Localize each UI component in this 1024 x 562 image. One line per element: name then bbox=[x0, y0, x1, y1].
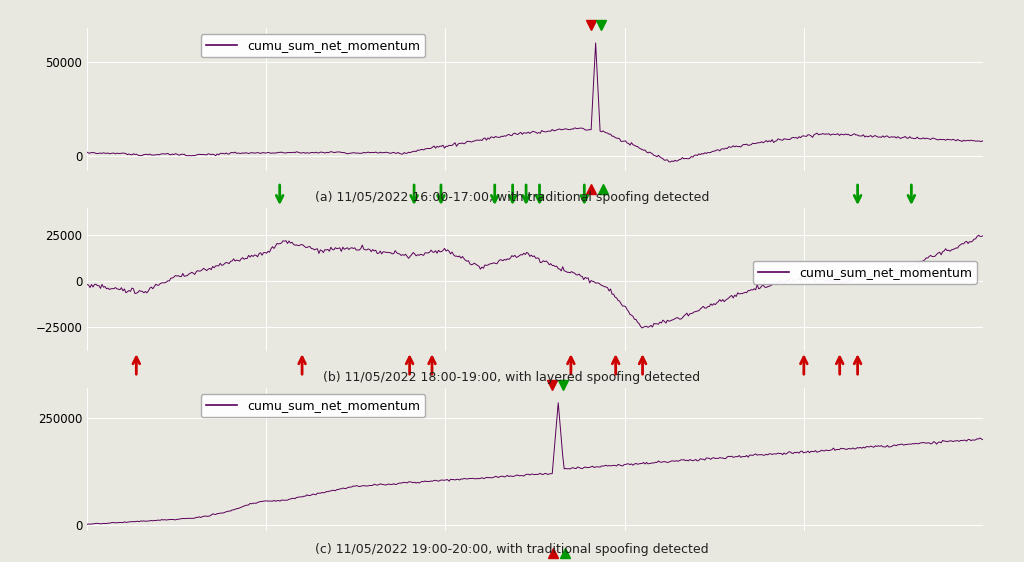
Text: (b) 11/05/2022 18:00-19:00, with layered spoofing detected: (b) 11/05/2022 18:00-19:00, with layered… bbox=[324, 371, 700, 384]
Legend: cumu_sum_net_momentum: cumu_sum_net_momentum bbox=[201, 394, 425, 417]
Legend: cumu_sum_net_momentum: cumu_sum_net_momentum bbox=[753, 261, 977, 284]
Text: (a) 11/05/2022 16:00-17:00, with traditional spoofing detected: (a) 11/05/2022 16:00-17:00, with traditi… bbox=[314, 191, 710, 205]
Legend: cumu_sum_net_momentum: cumu_sum_net_momentum bbox=[201, 34, 425, 57]
Text: (c) 11/05/2022 19:00-20:00, with traditional spoofing detected: (c) 11/05/2022 19:00-20:00, with traditi… bbox=[315, 543, 709, 556]
